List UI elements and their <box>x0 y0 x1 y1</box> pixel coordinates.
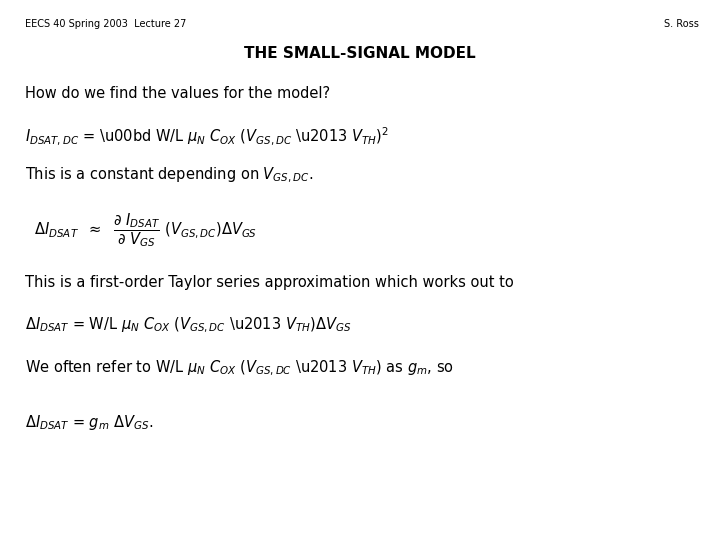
Text: This is a constant depending on $V_{GS,DC}$.: This is a constant depending on $V_{GS,D… <box>25 166 313 185</box>
Text: THE SMALL-SIGNAL MODEL: THE SMALL-SIGNAL MODEL <box>244 46 476 61</box>
Text: $\Delta I_{DSAT}$  $\approx$  $\dfrac{\partial\ I_{DSAT}}{\partial\ V_{GS}}$ $(V: $\Delta I_{DSAT}$ $\approx$ $\dfrac{\par… <box>25 211 257 248</box>
Text: $\Delta I_{DSAT}$ = $g_{m}$ $\Delta V_{GS}$.: $\Delta I_{DSAT}$ = $g_{m}$ $\Delta V_{G… <box>25 413 153 432</box>
Text: We often refer to W/L $\mu_{N}$ $C_{OX}$ ($V_{GS,DC}$ \u2013 $V_{TH}$) as $g_{m}: We often refer to W/L $\mu_{N}$ $C_{OX}$… <box>25 359 454 379</box>
Text: $\Delta I_{DSAT}$ = W/L $\mu_{N}$ $C_{OX}$ ($V_{GS,DC}$ \u2013 $V_{TH}$)$\Delta : $\Delta I_{DSAT}$ = W/L $\mu_{N}$ $C_{OX… <box>25 316 351 335</box>
Text: EECS 40 Spring 2003  Lecture 27: EECS 40 Spring 2003 Lecture 27 <box>25 19 186 29</box>
Text: $I_{DSAT,DC}$ = \u00bd W/L $\mu_{N}$ $C_{OX}$ ($V_{GS,DC}$ \u2013 $V_{TH}$)$^{2}: $I_{DSAT,DC}$ = \u00bd W/L $\mu_{N}$ $C_… <box>25 125 390 147</box>
Text: This is a first-order Taylor series approximation which works out to: This is a first-order Taylor series appr… <box>25 275 514 291</box>
Text: How do we find the values for the model?: How do we find the values for the model? <box>25 86 330 102</box>
Text: S. Ross: S. Ross <box>664 19 698 29</box>
